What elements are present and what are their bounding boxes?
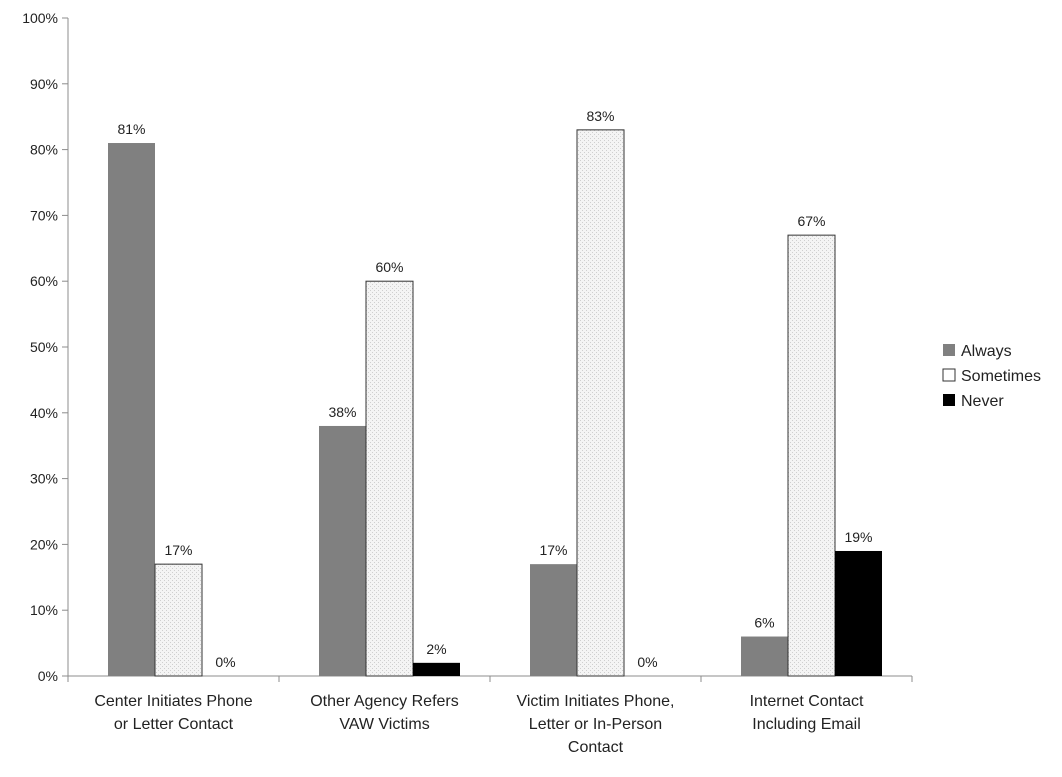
x-category-label: Victim Initiates Phone, Letter or In-Pers… (516, 693, 674, 756)
data-label: 81% (117, 121, 145, 137)
y-tick-label: 100% (22, 10, 58, 26)
x-category-label-line: Victim Initiates Phone, (516, 693, 674, 710)
data-label: 17% (539, 542, 567, 558)
y-tick-label: 80% (30, 142, 58, 158)
y-tick-label: 60% (30, 273, 58, 289)
data-label: 38% (328, 404, 356, 420)
bar-series-group (108, 129, 882, 677)
data-label: 2% (426, 641, 446, 657)
y-tick-label: 0% (38, 668, 58, 684)
bar-always (108, 143, 155, 676)
x-category-label-line: or Letter Contact (114, 716, 234, 733)
data-label: 6% (754, 615, 774, 631)
bar-sometimes (154, 563, 203, 677)
y-tick-label: 30% (30, 471, 58, 487)
legend: Always Sometimes Never (942, 343, 1041, 410)
x-category-label-line: Contact (568, 739, 624, 756)
y-tick-label: 90% (30, 76, 58, 92)
x-category-label-line: Including Email (752, 716, 861, 733)
legend-swatch-sometimes (942, 368, 956, 382)
legend-label: Sometimes (961, 368, 1041, 385)
bar-sometimes (787, 234, 836, 677)
data-label: 60% (375, 259, 403, 275)
bar-always (741, 636, 788, 676)
x-category-label-line: Center Initiates Phone (94, 693, 252, 710)
x-category-label-line: Internet Contact (750, 693, 864, 710)
x-category-label-line: VAW Victims (339, 716, 429, 733)
bar-always (530, 564, 577, 676)
y-tick-label: 20% (30, 536, 58, 552)
data-label: 67% (797, 213, 825, 229)
legend-label: Always (961, 343, 1012, 360)
legend-swatch-never (943, 394, 955, 406)
x-axis: Center Initiates Phone or Letter Contact O… (67, 675, 913, 756)
legend-label: Never (961, 393, 1004, 410)
x-category-label: Center Initiates Phone or Letter Contact (94, 693, 252, 733)
data-label: 83% (586, 108, 614, 124)
bar-sometimes (365, 280, 414, 677)
bar-never (835, 550, 882, 676)
y-tick-label: 40% (30, 405, 58, 421)
x-category-label: Internet Contact Including Email (750, 693, 864, 733)
y-tick-label: 50% (30, 339, 58, 355)
bar-sometimes (576, 129, 625, 677)
x-category-label-line: Letter or In-Person (529, 716, 662, 733)
x-category-label: Other Agency Refers VAW Victims (310, 693, 459, 733)
y-tick-label: 10% (30, 602, 58, 618)
y-tick-label: 70% (30, 207, 58, 223)
data-label: 0% (637, 654, 657, 670)
x-category-label-line: Other Agency Refers (310, 693, 459, 710)
data-label: 17% (164, 542, 192, 558)
data-label-group: 81% 38% 17% 6% 17% 60% 83% 67% 0% 2% 0% 19% (117, 108, 872, 670)
bar-always (319, 425, 366, 676)
data-label: 19% (844, 529, 872, 545)
data-label: 0% (215, 654, 235, 670)
legend-swatch-always (943, 344, 955, 356)
y-axis: 0% 10% 20% 30% 40% 50% 60% 70% 80% 90% 100% (22, 10, 69, 684)
bar-never (413, 662, 460, 676)
